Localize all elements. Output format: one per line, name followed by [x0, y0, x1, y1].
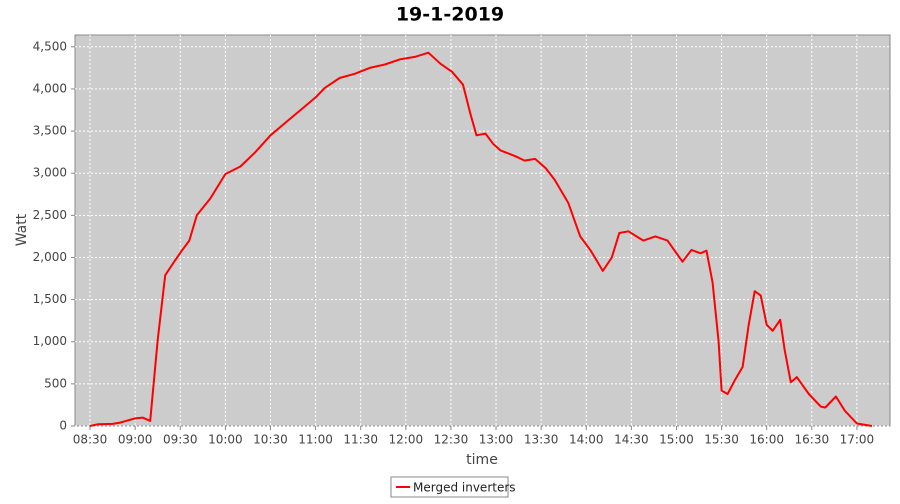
x-tick-label: 10:30 — [253, 433, 288, 447]
y-tick-label: 2,000 — [33, 250, 67, 264]
x-tick-label: 09:00 — [118, 433, 153, 447]
x-tick-label: 17:00 — [840, 433, 875, 447]
y-axis-label: Watt — [14, 213, 30, 246]
x-tick-label: 11:30 — [343, 433, 378, 447]
x-tick-label: 11:00 — [298, 433, 333, 447]
x-tick-label: 16:30 — [795, 433, 830, 447]
y-tick-label: 500 — [44, 376, 67, 390]
y-tick-label: 4,500 — [33, 39, 67, 53]
x-tick-label: 09:30 — [163, 433, 198, 447]
y-tick-label: 4,000 — [33, 81, 67, 95]
y-tick-label: 3,000 — [33, 166, 67, 180]
x-tick-label: 13:30 — [524, 433, 559, 447]
x-axis-label: time — [466, 452, 498, 468]
plot-area — [74, 34, 891, 427]
x-tick-label: 15:30 — [704, 433, 739, 447]
x-tick-label: 15:00 — [659, 433, 694, 447]
y-tick-label: 1,500 — [33, 292, 67, 306]
x-tick-label: 13:00 — [479, 433, 514, 447]
legend-box — [390, 476, 509, 498]
y-tick-label: 0 — [59, 419, 67, 433]
x-tick-label: 16:00 — [749, 433, 784, 447]
data-line — [89, 51, 873, 427]
x-tick-label: 08:30 — [73, 433, 108, 447]
x-tick-label: 14:00 — [569, 433, 604, 447]
legend-label: Merged inverters — [413, 481, 516, 495]
x-tick-label: 10:00 — [208, 433, 243, 447]
x-tick-label: 12:00 — [389, 433, 424, 447]
chart-title: 19-1-2019 — [396, 4, 504, 26]
y-tick-label: 2,500 — [33, 208, 67, 222]
x-tick-label: 12:30 — [434, 433, 469, 447]
y-tick-label: 3,500 — [33, 124, 67, 138]
y-tick-label: 1,000 — [33, 334, 67, 348]
x-tick-label: 14:30 — [614, 433, 649, 447]
